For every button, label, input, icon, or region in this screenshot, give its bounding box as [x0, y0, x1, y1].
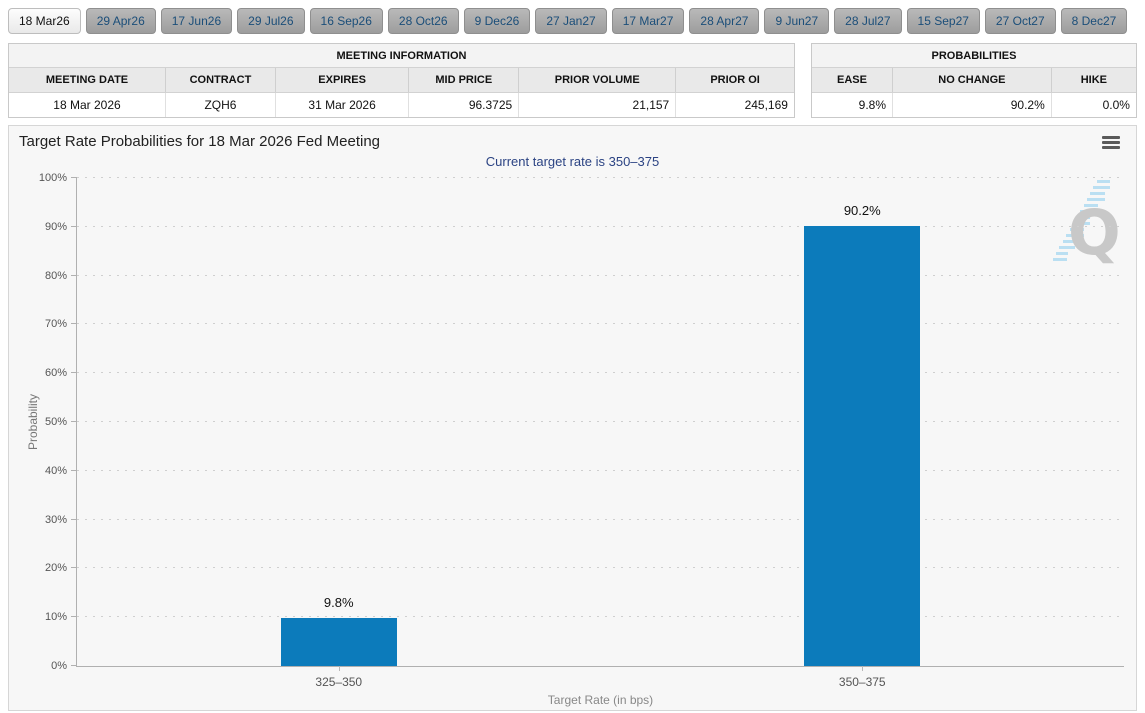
- meeting-info-column-header: MID PRICE: [409, 68, 520, 92]
- y-tick-mark: [71, 372, 77, 374]
- y-tick-label: 100%: [38, 172, 67, 184]
- meeting-info-column-header: PRIOR OI: [710, 74, 760, 86]
- meeting-information-table: MEETING INFORMATION MEETING DATE CONTRACT…: [8, 43, 795, 118]
- y-tick-mark: [71, 225, 77, 227]
- chart-title: Target Rate Probabilities for 18 Mar 202…: [19, 133, 381, 150]
- probabilities-value: 90.2%: [893, 93, 1052, 117]
- bar-value-label: 9.8%: [323, 595, 354, 611]
- y-tick-mark: [71, 616, 77, 618]
- probabilities-column-header: NO CHANGE: [893, 68, 1052, 92]
- meeting-tab-27-jan27[interactable]: 27 Jan27: [535, 8, 607, 34]
- y-gridline: [77, 421, 1124, 422]
- summary-tables-row: MEETING INFORMATION MEETING DATE CONTRACT…: [8, 43, 1137, 118]
- y-tick-label: 40%: [44, 464, 67, 477]
- y-gridline: [77, 518, 1124, 520]
- meeting-info-value: 18 Mar 2026: [9, 93, 166, 117]
- meeting-tab-9-dec26[interactable]: 9 Dec26: [463, 8, 531, 34]
- y-gridline: [77, 323, 1124, 325]
- probabilities-title: PROBABILITIES: [812, 44, 1136, 68]
- meeting-date-tab-bar: 18 Mar26 29 Apr26 17 Jun26 29 Jul26 16 Sep26…: [0, 0, 1145, 40]
- probabilities-value-row: 9.8% 90.2% 0.0%: [812, 93, 1136, 117]
- y-tick-label: 70%: [44, 318, 67, 331]
- probabilities-header-row: EASE NO CHANGE HIKE: [812, 68, 1136, 93]
- probabilities-column-header: EASE: [812, 68, 893, 92]
- y-gridline: [77, 274, 1124, 276]
- probabilities-value: 9.8%: [812, 93, 893, 117]
- y-tick-mark: [71, 323, 77, 325]
- meeting-info-value: 21,157: [519, 93, 677, 117]
- plot-area: Probability Target Rate (in bps) 0% 10% 20…: [26, 172, 1124, 707]
- meeting-tab-28-apr27[interactable]: 28 Apr27: [689, 8, 760, 34]
- meeting-info-value: 245,169: [744, 98, 788, 112]
- meeting-information-title: MEETING INFORMATION: [9, 44, 794, 68]
- meeting-tab-28-oct26[interactable]: 28 Oct26: [387, 8, 459, 34]
- x-category-label: 325–350: [315, 675, 363, 689]
- y-tick-label: 50%: [44, 416, 67, 428]
- meeting-information-header-row: MEETING DATE CONTRACT EXPIRES MID PRICE PRIO…: [9, 68, 794, 93]
- meeting-tab-9-jun27[interactable]: 9 Jun27: [764, 8, 830, 34]
- x-tick-mark: [338, 666, 340, 671]
- y-tick-label: 80%: [44, 269, 67, 282]
- meeting-tab-28-jul27[interactable]: 28 Jul27: [834, 8, 902, 34]
- probability-bar[interactable]: [804, 225, 921, 666]
- y-tick-label: 60%: [44, 367, 67, 380]
- meeting-information-value-row: 18 Mar 2026 ZQH6 31 Mar 2026 96.3725 21,157 2…: [9, 93, 794, 117]
- probabilities-table: PROBABILITIES EASE NO CHANGE HIKE 9.8% 90.2…: [811, 43, 1137, 118]
- meeting-tab-15-sep27[interactable]: 15 Sep27: [906, 8, 980, 34]
- y-tick-mark: [71, 421, 77, 422]
- y-tick-mark: [71, 518, 77, 520]
- meeting-info-column-header: PRIOR VOLUME: [519, 68, 677, 92]
- meeting-info-column-header: CONTRACT: [166, 68, 276, 92]
- y-gridline: [77, 177, 1124, 178]
- meeting-info-value: ZQH6: [166, 93, 276, 117]
- meeting-tab-16-sep26[interactable]: 16 Sep26: [309, 8, 383, 34]
- hamburger-menu-icon[interactable]: [1102, 136, 1120, 149]
- meeting-tab-17-mar27[interactable]: 17 Mar27: [611, 8, 685, 34]
- meeting-tab-17-jun26[interactable]: 17 Jun26: [160, 8, 233, 34]
- meeting-tab-29-apr26[interactable]: 29 Apr26: [85, 8, 156, 34]
- y-tick-mark: [71, 665, 77, 666]
- y-tick-mark: [71, 177, 77, 178]
- y-gridline: [77, 372, 1124, 374]
- y-tick-label: 10%: [44, 611, 67, 624]
- current-target-rate-subtitle: Current target rate is 350–375: [485, 154, 660, 169]
- meeting-tab-8-dec27[interactable]: 8 Dec27: [1060, 8, 1128, 34]
- y-gridline: [77, 225, 1124, 227]
- bar-value-label: 90.2%: [843, 202, 881, 218]
- x-category-label: 350–375: [838, 675, 886, 689]
- y-gridline: [77, 616, 1124, 618]
- y-gridline: [77, 469, 1124, 471]
- y-tick-label: 30%: [44, 513, 67, 526]
- y-tick-mark: [71, 274, 77, 276]
- meeting-tab-29-jul26[interactable]: 29 Jul26: [237, 8, 305, 34]
- target-rate-probability-chart: Target Rate Probabilities for 18 Mar 202…: [8, 125, 1137, 711]
- meeting-tab-27-oct27[interactable]: 27 Oct27: [984, 8, 1056, 34]
- y-tick-label: 0%: [51, 660, 67, 672]
- meeting-tab-18-mar26[interactable]: 18 Mar26: [8, 8, 81, 34]
- probabilities-value: 0.0%: [1102, 98, 1130, 112]
- y-gridline: [77, 567, 1124, 569]
- x-tick-mark: [862, 666, 864, 671]
- meeting-info-value: 31 Mar 2026: [276, 93, 410, 117]
- y-tick-label: 90%: [44, 220, 67, 233]
- meeting-info-value: 96.3725: [409, 93, 520, 117]
- y-tick-label: 20%: [44, 562, 67, 575]
- meeting-info-column-header: EXPIRES: [276, 68, 410, 92]
- y-axis-title: Probability: [26, 393, 40, 451]
- probabilities-column-header: HIKE: [1080, 74, 1107, 86]
- y-tick-mark: [71, 567, 77, 569]
- probability-bar[interactable]: [280, 618, 397, 666]
- y-tick-mark: [71, 469, 77, 471]
- meeting-info-column-header: MEETING DATE: [9, 68, 166, 92]
- x-axis-title: Target Rate (in bps): [547, 693, 654, 707]
